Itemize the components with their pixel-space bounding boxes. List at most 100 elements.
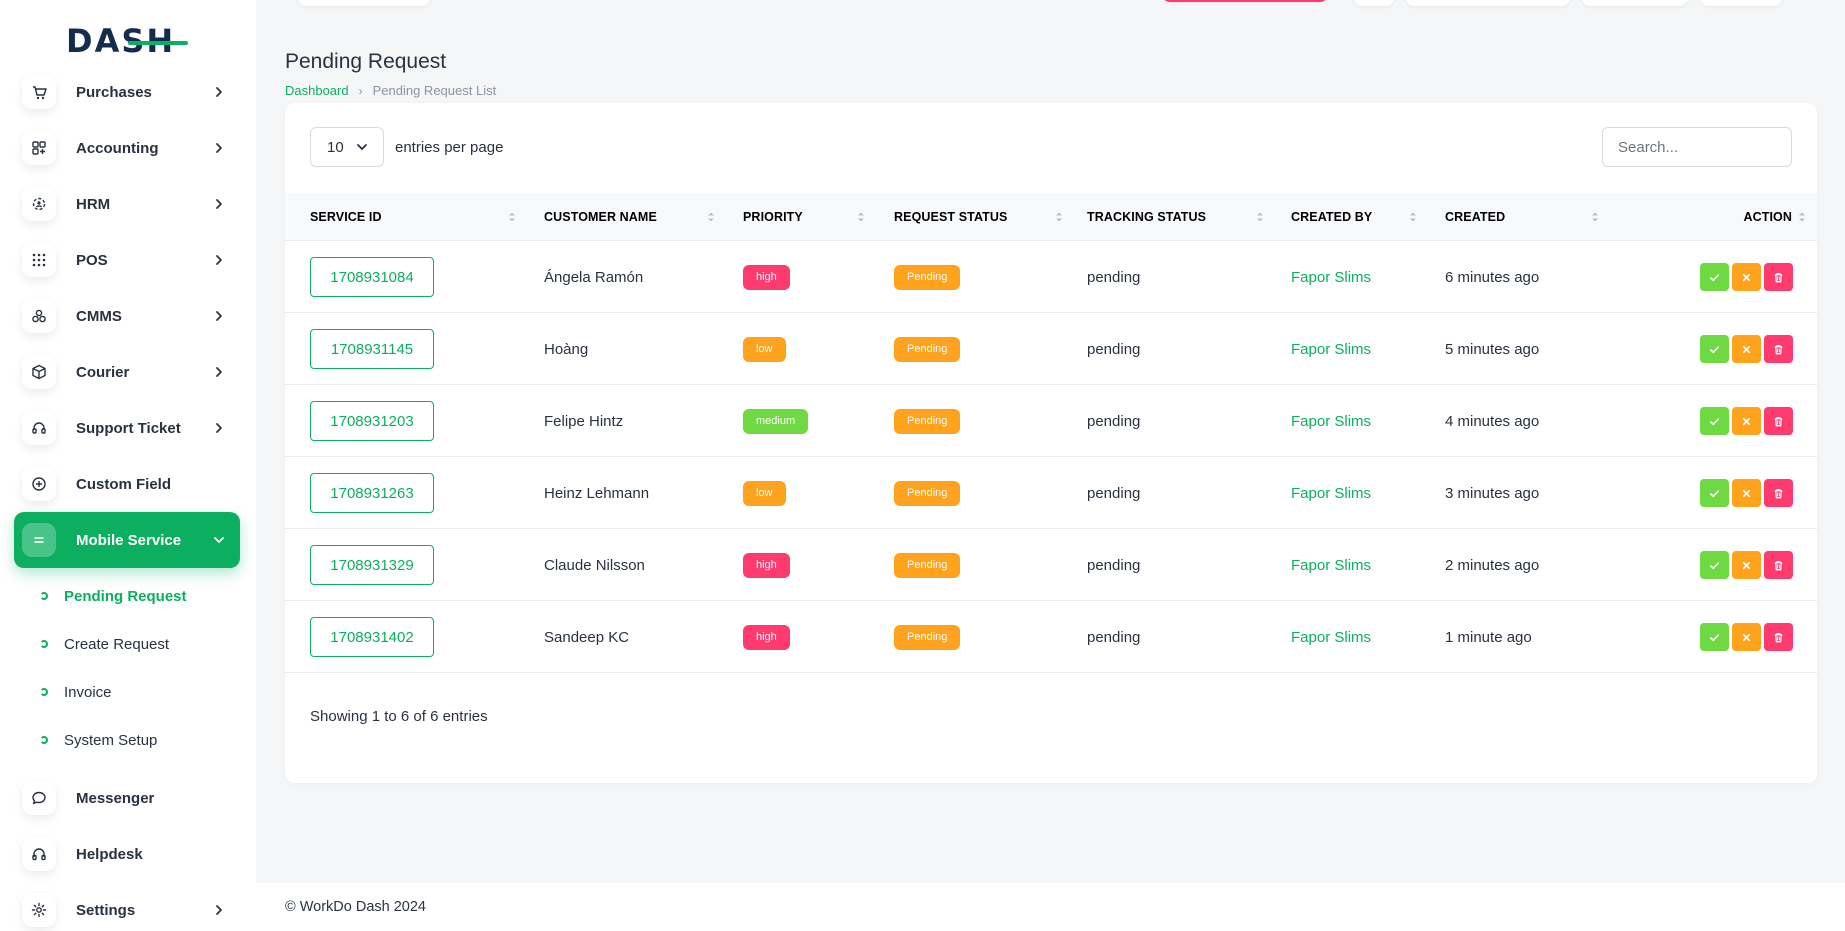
submenu-item-system-setup[interactable]: System Setup [14,716,240,764]
chat-icon [22,781,56,815]
header-icon-button[interactable] [1354,0,1394,6]
approve-button[interactable] [1700,263,1729,291]
sort-icon[interactable] [507,210,517,224]
sidebar-item-messenger[interactable]: Messenger [14,770,240,826]
submenu-item-label: Pending Request [64,587,187,605]
sort-icon[interactable] [1797,210,1807,224]
created-by-link[interactable]: Fapor Slims [1291,412,1372,430]
close-icon [1742,345,1751,353]
sidebar-item-settings[interactable]: Settings [14,882,240,931]
sort-icon[interactable] [1255,210,1265,224]
reject-button[interactable] [1732,479,1761,507]
customer-name: Felipe Hintz [544,412,624,430]
sidebar-item-helpdesk[interactable]: Helpdesk [14,826,240,882]
headphones-icon [22,837,56,871]
sidebar-item-custom-field[interactable]: Custom Field [14,456,240,512]
sidebar-item-accounting[interactable]: Accounting [14,120,240,176]
reject-button[interactable] [1732,335,1761,363]
column-header-created[interactable]: CREATED [1445,210,1506,224]
created-by-link[interactable]: Fapor Slims [1291,484,1372,502]
chevron-right-icon [216,199,222,209]
header-language-button[interactable] [1582,0,1688,6]
gear-icon [22,893,56,927]
service-id-button[interactable]: 1708931145 [310,329,434,369]
sort-icon[interactable] [1408,210,1418,224]
column-header-service-id[interactable]: SERVICE ID [310,210,382,224]
reject-button[interactable] [1732,407,1761,435]
header-profile-button[interactable] [1700,0,1782,6]
reject-button[interactable] [1732,623,1761,651]
entries-per-page: 10 entries per page [310,127,503,167]
close-icon [1742,489,1751,497]
sort-icon[interactable] [856,210,866,224]
service-id-button[interactable]: 1708931402 [310,617,434,657]
sidebar-item-label: Courier [76,363,130,381]
column-header-tracking-status[interactable]: TRACKING STATUS [1087,210,1207,224]
table-row: 1708931329 Claude Nilsson high Pending pendi… [285,529,1817,601]
priority-badge: high [743,624,790,650]
table-row: 1708931084 Ángela Ramón high Pending pending… [285,241,1817,313]
submenu-item-create-request[interactable]: Create Request [14,620,240,668]
created-by-link[interactable]: Fapor Slims [1291,340,1372,358]
service-id-button[interactable]: 1708931084 [310,257,434,297]
users-cog-icon [22,187,56,221]
header-user-pill[interactable] [298,0,430,6]
close-icon [1742,417,1751,425]
breadcrumb: Dashboard › Pending Request List [285,83,496,98]
trash-icon [1774,344,1783,354]
service-id-button[interactable]: 1708931263 [310,473,434,513]
sort-icon[interactable] [1054,210,1064,224]
created-by-link[interactable]: Fapor Slims [1291,628,1372,646]
reject-button[interactable] [1732,263,1761,291]
column-header-request-status[interactable]: REQUEST STATUS [894,210,1008,224]
header-menu-button[interactable] [1406,0,1570,6]
request-status-badge: Pending [894,408,961,434]
created-by-link[interactable]: Fapor Slims [1291,268,1372,286]
approve-button[interactable] [1700,335,1729,363]
delete-button[interactable] [1764,335,1793,363]
sidebar-item-cmms[interactable]: CMMS [14,288,240,344]
delete-button[interactable] [1764,479,1793,507]
delete-button[interactable] [1764,407,1793,435]
breadcrumb-dashboard-link[interactable]: Dashboard [285,83,349,98]
search-input[interactable] [1602,127,1792,167]
sidebar-item-hrm[interactable]: HRM [14,176,240,232]
sort-icon[interactable] [1590,210,1600,224]
close-icon [1742,633,1751,641]
approve-button[interactable] [1700,623,1729,651]
sidebar-item-courier[interactable]: Courier [14,344,240,400]
sidebar-item-pos[interactable]: POS [14,232,240,288]
sidebar-item-label: Support Ticket [76,419,181,437]
sidebar-nav: Purchases Accounting HRM POS CMMS Courier Supp… [14,64,240,931]
tracking-status: pending [1087,412,1141,430]
approve-button[interactable] [1700,479,1729,507]
tracking-status: pending [1087,556,1141,574]
sidebar-item-purchases[interactable]: Purchases [14,64,240,120]
column-header-customer-name[interactable]: CUSTOMER NAME [544,210,657,224]
submenu-item-pending-request[interactable]: Pending Request [14,572,240,620]
delete-button[interactable] [1764,263,1793,291]
breadcrumb-separator-icon: › [358,83,363,98]
sidebar-item-support-ticket[interactable]: Support Ticket [14,400,240,456]
column-header-priority[interactable]: PRIORITY [743,210,803,224]
column-header-created-by[interactable]: CREATED BY [1291,210,1373,224]
delete-button[interactable] [1764,623,1793,651]
entries-select[interactable]: 10 [310,127,384,167]
delete-button[interactable] [1764,551,1793,579]
service-id-button[interactable]: 1708931203 [310,401,434,441]
row-actions [1700,479,1793,507]
header-action-button[interactable] [1162,0,1328,2]
sort-icon[interactable] [706,210,716,224]
submenu-item-invoice[interactable]: Invoice [14,668,240,716]
column-header-action[interactable]: ACTION [1743,210,1792,224]
breadcrumb-current: Pending Request List [372,83,497,98]
priority-badge: high [743,552,790,578]
sidebar-item-label: Purchases [76,83,152,101]
sidebar-item-mobile-service[interactable]: Mobile Service [14,512,240,568]
approve-button[interactable] [1700,407,1729,435]
service-id-button[interactable]: 1708931329 [310,545,434,585]
approve-button[interactable] [1700,551,1729,579]
reject-button[interactable] [1732,551,1761,579]
created-by-link[interactable]: Fapor Slims [1291,556,1372,574]
list-icon [22,523,56,557]
